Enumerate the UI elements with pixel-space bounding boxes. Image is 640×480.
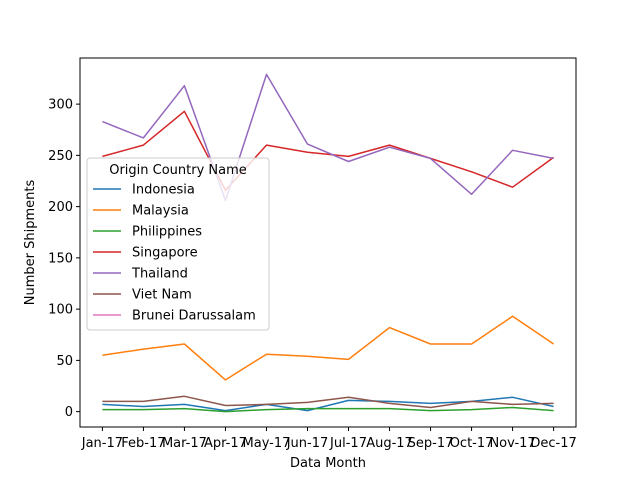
series-line-0 — [102, 396, 554, 412]
x-axis-label: Data Month — [290, 456, 366, 471]
x-tick-label: Nov-17 — [489, 436, 535, 451]
series-line-2 — [102, 406, 554, 413]
legend-entry: Singapore — [132, 246, 198, 261]
x-tick-label: May-17 — [243, 436, 291, 451]
x-tick-label: Mar-17 — [162, 436, 207, 451]
legend-entry: Indonesia — [132, 183, 195, 198]
y-tick-label: 250 — [48, 149, 73, 164]
y-tick-label: 50 — [56, 354, 73, 369]
x-tick-label: Apr-17 — [204, 436, 247, 451]
plot-frame — [79, 57, 577, 428]
legend-entry: Philippines — [132, 225, 202, 240]
x-tick-label: Aug-17 — [366, 436, 413, 451]
y-tick-label: 150 — [48, 251, 73, 266]
legend-title: Origin Country Name — [109, 163, 247, 178]
y-axis-label: Number Shipments — [23, 180, 38, 306]
y-tick-label: 100 — [48, 303, 73, 318]
legend-box — [86, 157, 270, 331]
x-tick-label: Jun-17 — [286, 436, 329, 451]
legend-entry: Viet Nam — [132, 288, 192, 303]
series-line-4 — [102, 73, 554, 202]
x-tick-label: Jul-17 — [329, 436, 367, 451]
x-tick-label: Jan-17 — [81, 436, 123, 451]
y-tick-label: 0 — [65, 405, 73, 420]
series-line-1 — [102, 315, 555, 381]
x-tick-label: Dec-17 — [530, 436, 576, 451]
y-tick-label: 200 — [48, 200, 73, 215]
series-line-5 — [102, 395, 554, 409]
y-tick-label: 300 — [48, 98, 73, 113]
x-tick-label: Feb-17 — [121, 436, 165, 451]
legend-entry: Brunei Darussalam — [132, 309, 256, 324]
legend-entry: Thailand — [131, 267, 188, 282]
x-tick-label: Oct-17 — [450, 436, 494, 451]
y-axis: 0 50 100 150 200 250 300 — [48, 98, 80, 420]
series-line-3 — [102, 110, 555, 191]
series-lines — [102, 73, 555, 413]
legend-entry: Malaysia — [132, 204, 189, 219]
x-tick-label: Sep-17 — [408, 436, 454, 451]
legend: Origin Country Name Indonesia Malaysia Phil… — [86, 157, 270, 331]
